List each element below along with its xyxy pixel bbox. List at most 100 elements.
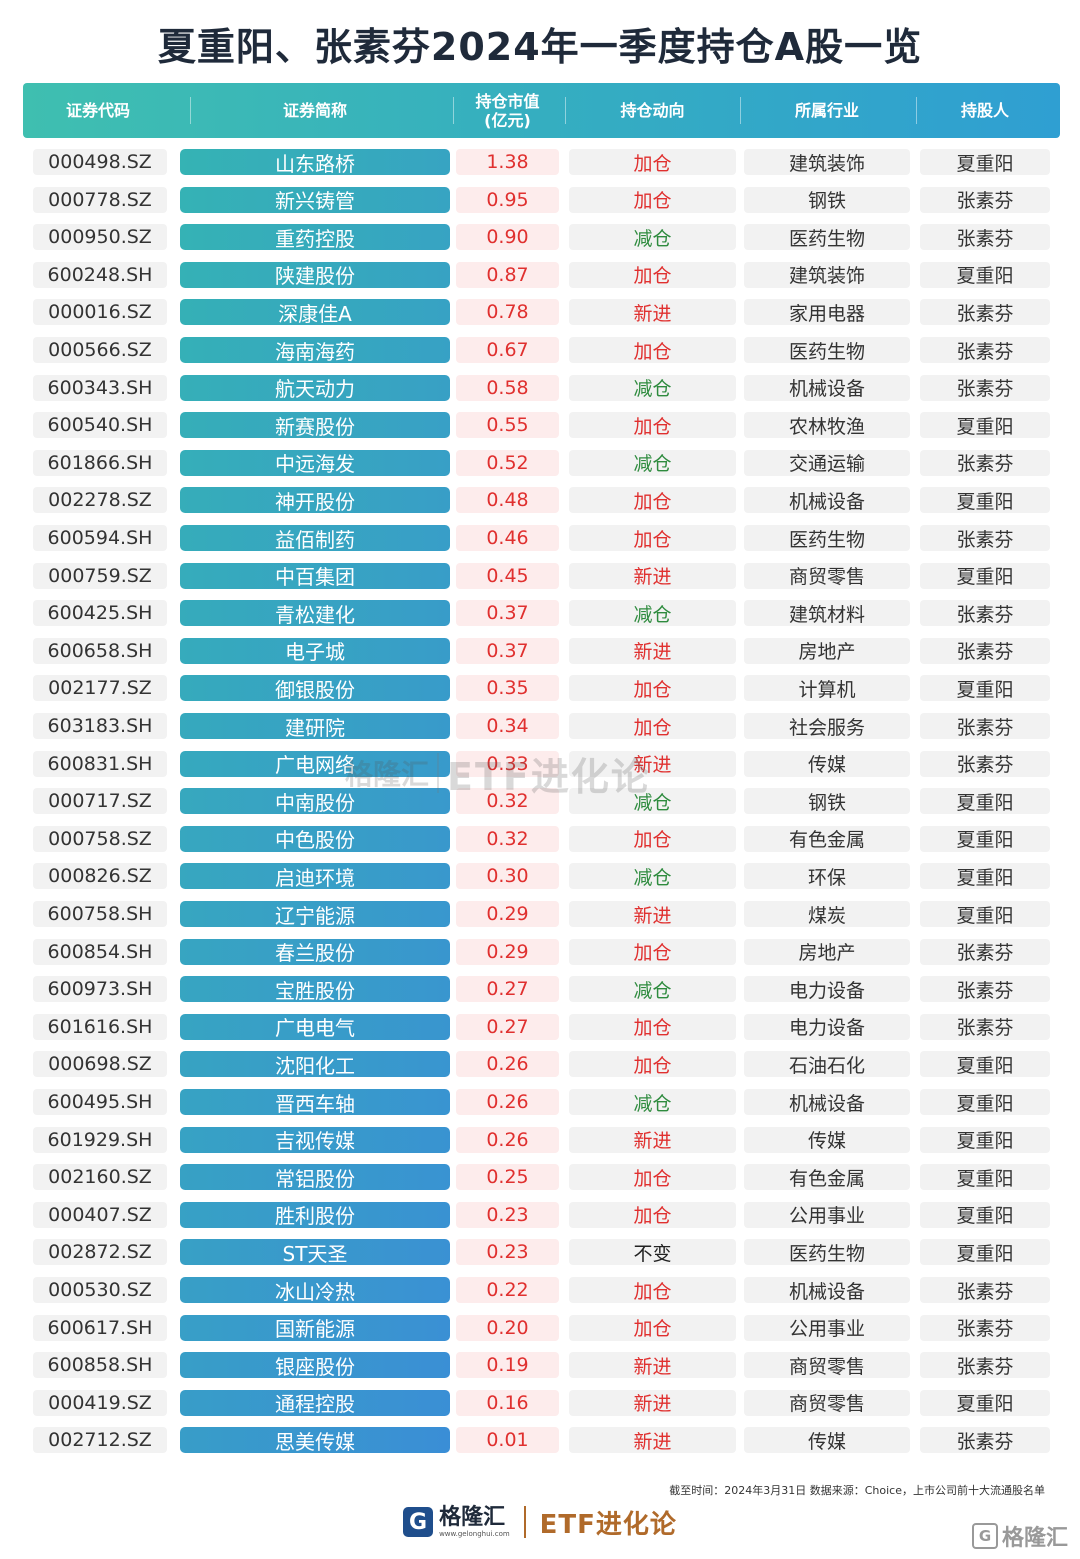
table-row: 002278.SZ 神开股份 0.48 加仓 机械设备 夏重阳: [0, 485, 1080, 515]
cell-value: 0.37: [456, 600, 559, 627]
cell-industry: 医药生物: [744, 224, 910, 251]
cell-direction: 减仓: [569, 863, 736, 890]
cell-name: 辽宁能源: [180, 901, 450, 928]
cell-industry: 社会服务: [744, 713, 910, 739]
cell-code: 600658.SH: [33, 637, 167, 664]
cell-industry: 公用事业: [744, 1314, 910, 1341]
column-header-holder: 持股人: [960, 101, 1009, 120]
cell-value: 0.27: [456, 976, 559, 1003]
cell-industry: 传媒: [744, 750, 910, 777]
cell-code: 603183.SH: [33, 713, 167, 739]
cell-value: 0.01: [456, 1427, 559, 1454]
cell-value: 0.35: [456, 675, 559, 702]
cell-code: 002177.SZ: [33, 675, 167, 702]
cell-industry: 计算机: [744, 675, 910, 702]
cell-name: 海南海药: [180, 337, 450, 364]
cell-holder: 张素芬: [920, 224, 1050, 251]
cell-direction: 加仓: [569, 1013, 736, 1040]
table-row: 000566.SZ 海南海药 0.67 加仓 医药生物 张素芬: [0, 335, 1080, 365]
cell-industry: 房地产: [744, 637, 910, 664]
table-row: 600594.SH 益佰制药 0.46 加仓 医药生物 张素芬: [0, 523, 1080, 553]
cell-name: 广电网络: [180, 750, 450, 777]
cell-direction: 加仓: [569, 1051, 736, 1078]
cell-code: 600495.SH: [33, 1089, 167, 1115]
cell-value: 0.58: [456, 374, 559, 401]
table-row: 600617.SH 国新能源 0.20 加仓 公用事业 张素芬: [0, 1313, 1080, 1343]
cell-code: 600248.SH: [33, 261, 167, 288]
cell-value: 0.46: [456, 525, 559, 551]
cell-name: 思美传媒: [180, 1427, 450, 1454]
logo-url-text: www.gelonghui.com: [439, 1529, 510, 1538]
cell-name: 银座股份: [180, 1352, 450, 1379]
column-header-value-line1: 持仓市值: [475, 91, 540, 111]
cell-direction: 新进: [569, 1126, 736, 1153]
cell-code: 002872.SZ: [33, 1239, 167, 1266]
cell-industry: 商贸零售: [744, 562, 910, 589]
table-header: 证券代码 证券简称 持仓市值 (亿元) 持仓动向 所属行业 持股人: [23, 83, 1060, 138]
cell-value: 0.95: [456, 186, 559, 213]
cell-name: 通程控股: [180, 1389, 450, 1416]
table-row: 000826.SZ 启迪环境 0.30 减仓 环保 夏重阳: [0, 861, 1080, 891]
corner-watermark: G 格隆汇: [971, 1520, 1068, 1552]
cell-value: 0.90: [456, 224, 559, 251]
table-row: 600248.SH 陕建股份 0.87 加仓 建筑装饰 夏重阳: [0, 260, 1080, 290]
header-divider: [740, 97, 741, 124]
table-row: 002872.SZ ST天圣 0.23 不变 医药生物 夏重阳: [0, 1237, 1080, 1267]
cell-value: 0.34: [456, 713, 559, 739]
cell-direction: 加仓: [569, 675, 736, 702]
cell-name: 国新能源: [180, 1314, 450, 1341]
table-row: 000758.SZ 中色股份 0.32 加仓 有色金属 夏重阳: [0, 824, 1080, 854]
table-row: 600658.SH 电子城 0.37 新进 房地产 张素芬: [0, 636, 1080, 666]
cell-value: 0.22: [456, 1277, 559, 1303]
cell-holder: 张素芬: [920, 374, 1050, 401]
source-footnote: 截至时间：2024年3月31日 数据来源：Choice，上市公司前十大流通股名单: [669, 1484, 1045, 1497]
cell-code: 000778.SZ: [33, 186, 167, 213]
cell-direction: 减仓: [569, 600, 736, 627]
cell-holder: 夏重阳: [920, 261, 1050, 288]
cell-value: 0.48: [456, 487, 559, 514]
table-row: 000759.SZ 中百集团 0.45 新进 商贸零售 夏重阳: [0, 561, 1080, 591]
cell-name: 中色股份: [180, 825, 450, 852]
cell-code: 600854.SH: [33, 938, 167, 965]
cell-name: 中百集团: [180, 562, 450, 589]
cell-direction: 新进: [569, 562, 736, 589]
cell-value: 0.87: [456, 261, 559, 288]
cell-holder: 张素芬: [920, 449, 1050, 476]
cell-direction: 新进: [569, 299, 736, 326]
cell-name: 吉视传媒: [180, 1126, 450, 1153]
cell-name: 启迪环境: [180, 863, 450, 890]
cell-industry: 公用事业: [744, 1201, 910, 1228]
cell-industry: 钢铁: [744, 788, 910, 815]
corner-logo-icon: G: [971, 1523, 998, 1549]
cell-value: 0.30: [456, 863, 559, 890]
table-row: 601866.SH 中远海发 0.52 减仓 交通运输 张素芬: [0, 448, 1080, 478]
cell-holder: 夏重阳: [920, 1126, 1050, 1153]
cell-holder: 夏重阳: [920, 1389, 1050, 1416]
cell-direction: 加仓: [569, 337, 736, 363]
cell-holder: 张素芬: [920, 1352, 1050, 1379]
cell-industry: 商贸零售: [744, 1352, 910, 1379]
cell-direction: 不变: [569, 1239, 736, 1266]
cell-holder: 夏重阳: [920, 562, 1050, 589]
cell-direction: 加仓: [569, 938, 736, 965]
cell-industry: 建筑装饰: [744, 149, 910, 175]
cell-industry: 环保: [744, 863, 910, 890]
cell-code: 601616.SH: [33, 1013, 167, 1040]
cell-name: 新赛股份: [180, 412, 450, 439]
cell-name: 新兴铸管: [180, 186, 450, 213]
cell-direction: 加仓: [569, 1201, 736, 1228]
cell-code: 600617.SH: [33, 1314, 167, 1341]
cell-code: 600758.SH: [33, 901, 167, 927]
cell-industry: 机械设备: [744, 1277, 910, 1303]
cell-value: 0.45: [456, 562, 559, 589]
cell-name: 中南股份: [180, 788, 450, 815]
cell-code: 000407.SZ: [33, 1201, 167, 1228]
cell-direction: 新进: [569, 750, 736, 777]
cell-holder: 张素芬: [920, 600, 1050, 627]
cell-name: 山东路桥: [180, 149, 450, 176]
table-row: 600425.SH 青松建化 0.37 减仓 建筑材料 张素芬: [0, 598, 1080, 628]
cell-direction: 加仓: [569, 1314, 736, 1341]
cell-value: 0.29: [456, 938, 559, 965]
cell-name: 胜利股份: [180, 1201, 450, 1228]
cell-holder: 夏重阳: [920, 1089, 1050, 1115]
